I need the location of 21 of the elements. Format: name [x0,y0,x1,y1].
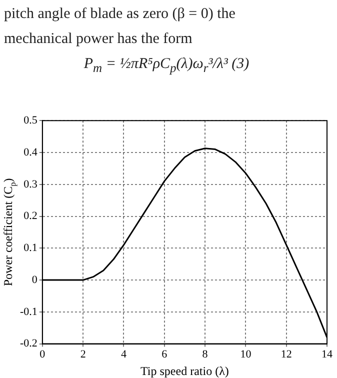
x-axis-title: Tip speed ratio (λ) [140,364,229,378]
y-tick-label: -0.2 [20,338,38,350]
x-tick-label: 2 [80,348,86,360]
x-tick-label: 0 [40,348,46,360]
x-tick-label: 12 [280,348,292,360]
y-tick-label: 0.5 [24,114,38,126]
text: mechanical power has the form [4,31,194,48]
x-tick-label: 4 [120,348,127,360]
text: P$_{m}$ = ½πR⁵ρC$_{p}$(λ)ω$_{r}$³/λ³ (3) [82,56,250,76]
y-axis-title: Power coefficient (Cp) [1,178,18,286]
y-tick-label: 0.4 [24,146,38,158]
y-tick-label: 0 [32,274,38,286]
x-tick-label: 8 [202,348,208,360]
y-tick-label: 0.2 [24,210,38,222]
y-tick-label: 0.1 [24,242,38,254]
x-tick-label: 6 [162,348,168,360]
x-tick-label: 10 [240,348,252,360]
y-tick-label: 0.3 [24,178,38,190]
x-tick-label: 14 [322,348,333,360]
text: pitch angle of blade as zero (β = 0) the [4,6,236,23]
y-tick-label: -0.1 [20,306,38,318]
